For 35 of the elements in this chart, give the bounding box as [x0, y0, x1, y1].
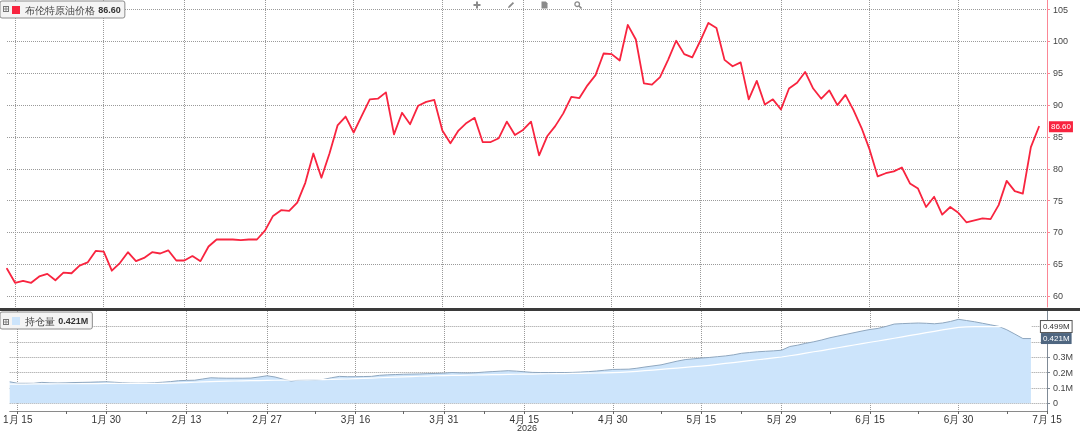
x-tick-label: 7月 15 — [1032, 414, 1063, 425]
x-tick-label: 2月 13 — [171, 414, 202, 425]
y-tick-label: 100 — [1053, 36, 1069, 47]
y-tick-label: 90 — [1053, 100, 1064, 111]
x-tick-label: 3月 31 — [429, 414, 460, 425]
x-tick-label: 2月 27 — [252, 414, 283, 425]
y-tick-label: 95 — [1053, 68, 1064, 79]
legend-label: 布伦特原油价格 — [25, 4, 95, 16]
y-tick-label: 0.2M — [1053, 367, 1074, 378]
x-tick-label: 6月 15 — [855, 414, 886, 425]
x-tick-label: 4月 30 — [598, 414, 628, 425]
y-tick-label: 0 — [1053, 398, 1059, 409]
x-tick-label: 3月 16 — [340, 414, 371, 425]
data-label: 0.421M — [1042, 334, 1070, 344]
y-tick-label: 75 — [1053, 195, 1064, 206]
text: 0.421M — [58, 316, 89, 326]
x-tick-label: 1月 15 — [3, 414, 33, 425]
x-tick-label: 1月 30 — [91, 414, 122, 425]
text: 86.60 — [98, 5, 121, 15]
y-tick-label: 0.1M — [1053, 382, 1074, 393]
line-series — [9, 325, 1032, 385]
y-tick-label: 85 — [1053, 131, 1064, 142]
legend-label: 持仓量 — [25, 315, 55, 327]
y-tick-label: 105 — [1053, 4, 1069, 15]
y-tick-label: 60 — [1053, 291, 1064, 302]
x-tick-label: 5月 29 — [766, 414, 797, 425]
data-label: 0.499M — [1042, 322, 1070, 332]
y-tick-label: 65 — [1053, 259, 1064, 270]
x-tick-label: 5月 15 — [686, 414, 717, 425]
data-label: 86.60 — [1050, 122, 1072, 132]
x-tick-label: 6月 30 — [943, 414, 974, 425]
y-tick-label: 0.3M — [1053, 352, 1074, 363]
y-tick-label: 80 — [1053, 163, 1064, 174]
line-series — [6, 22, 1040, 284]
y-tick-label: 70 — [1053, 227, 1064, 238]
